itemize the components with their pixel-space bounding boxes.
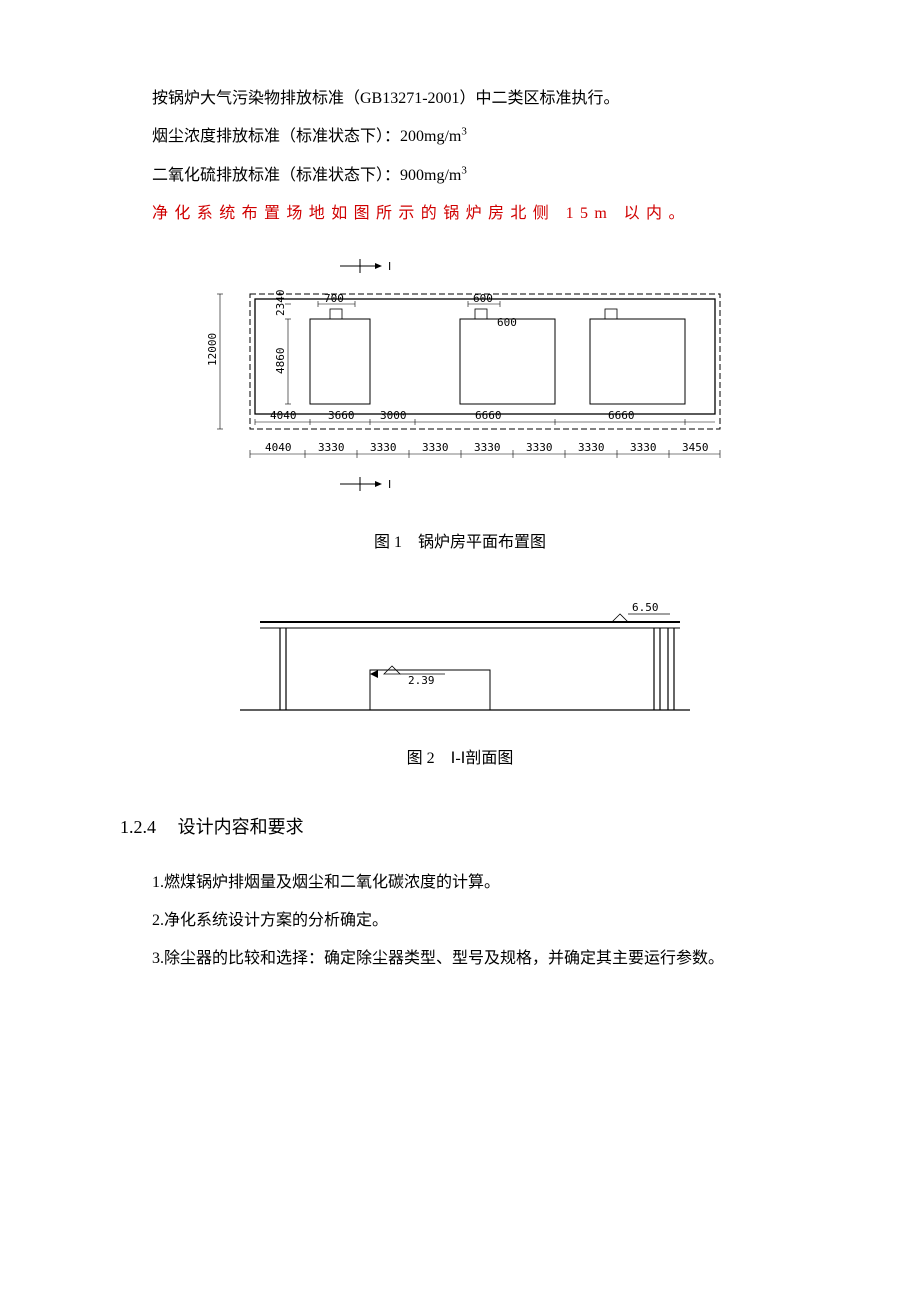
plan-svg: Ⅰ 700 600 600 12000 4860 2340 <box>180 254 740 514</box>
boiler-3 <box>590 319 685 404</box>
figure1-caption: 图 1 锅炉房平面布置图 <box>120 524 800 562</box>
odim-0: 4040 <box>265 441 292 454</box>
section-heading: 1.2.4 设计内容和要求 <box>120 806 800 849</box>
section-marker-top-label: Ⅰ <box>388 260 391 273</box>
para-dust-limit: 烟尘浓度排放标准（标准状态下）：200mg/m3 <box>120 118 800 156</box>
boiler-3-outlet <box>605 309 617 319</box>
figure2-caption: 图 2 Ⅰ-Ⅰ剖面图 <box>120 740 800 778</box>
b2-top-dim: 600 <box>473 292 493 305</box>
left-dim-4860: 4860 <box>274 347 287 374</box>
left-dim-2340: 2340 <box>274 289 287 316</box>
para-so2-limit: 二氧化硫排放标准（标准状态下）：900mg/m3 <box>120 157 800 195</box>
odim-3: 3330 <box>422 441 449 454</box>
outer-h-dims: 4040 3330 3330 3330 3330 3330 3330 3330 … <box>250 441 720 458</box>
section-title: 设计内容和要求 <box>178 817 304 837</box>
roof-elev-text: 6.50 <box>632 601 659 614</box>
boiler-2-outlet <box>475 309 487 319</box>
boiler-1 <box>310 319 370 404</box>
section-svg: 6.50 2.39 <box>220 590 700 730</box>
idim-4: 6660 <box>475 409 502 422</box>
section-number: 1.2.4 <box>120 817 156 837</box>
idim-1: 4040 <box>270 409 297 422</box>
dust-limit-text: 烟尘浓度排放标准（标准状态下）：200mg/m <box>152 128 461 145</box>
boiler-1-outlet <box>330 309 342 319</box>
inner-elev-text: 2.39 <box>408 674 435 687</box>
b2-side-dim: 600 <box>497 316 517 329</box>
roof-elev-marker: 6.50 <box>612 601 670 622</box>
odim-5: 3330 <box>526 441 553 454</box>
section-marker-bottom-label: Ⅰ <box>388 478 391 491</box>
item-3: 3.除尘器的比较和选择：确定除尘器类型、型号及规格，并确定其主要运行参数。 <box>120 940 800 978</box>
section-marker-bottom: Ⅰ <box>340 477 391 491</box>
item-1: 1.燃煤锅炉排烟量及烟尘和二氧化碳浓度的计算。 <box>120 864 800 902</box>
so2-limit-sup: 3 <box>461 164 467 176</box>
b1-top-dim: 700 <box>324 292 344 305</box>
inner-h-dims: 4040 3660 3000 6660 6660 <box>255 409 715 425</box>
so2-limit-text: 二氧化硫排放标准（标准状态下）：900mg/m <box>152 167 461 184</box>
dust-limit-sup: 3 <box>461 126 467 138</box>
left-total-dim: 12000 <box>206 332 219 365</box>
idim-3: 3000 <box>380 409 407 422</box>
odim-7: 3330 <box>630 441 657 454</box>
para-layout-red: 净化系统布置场地如图所示的锅炉房北侧 15m 以内。 <box>120 195 800 233</box>
odim-2: 3330 <box>370 441 397 454</box>
plan-inner-wall <box>255 299 715 414</box>
idim-2: 3660 <box>328 409 355 422</box>
odim-8: 3450 <box>682 441 709 454</box>
item-2: 2.净化系统设计方案的分析确定。 <box>120 902 800 940</box>
idim-5: 6660 <box>608 409 635 422</box>
section-marker-top: Ⅰ <box>340 259 391 273</box>
figure-section: 6.50 2.39 <box>120 590 800 730</box>
inner-elev-marker: 2.39 <box>370 666 445 687</box>
boiler-2 <box>460 319 555 404</box>
odim-4: 3330 <box>474 441 501 454</box>
figure-plan: Ⅰ 700 600 600 12000 4860 2340 <box>120 254 800 514</box>
para-standard: 按锅炉大气污染物排放标准（GB13271-2001）中二类区标准执行。 <box>120 80 800 118</box>
odim-1: 3330 <box>318 441 345 454</box>
odim-6: 3330 <box>578 441 605 454</box>
